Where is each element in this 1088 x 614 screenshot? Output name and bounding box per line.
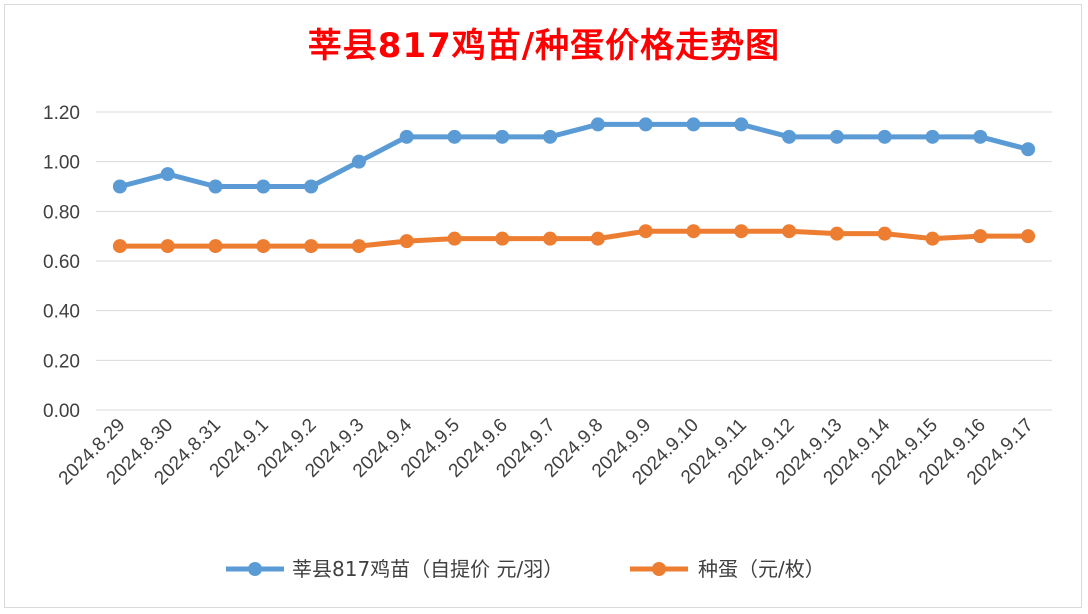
series-line bbox=[117, 121, 1031, 189]
data-point bbox=[304, 239, 319, 254]
legend-item: 种蛋（元/枚） bbox=[630, 557, 825, 581]
legend: 莘县817鸡苗（自提价 元/羽） 种蛋（元/枚） bbox=[226, 557, 825, 581]
data-point bbox=[734, 117, 749, 132]
data-point bbox=[543, 231, 558, 246]
series-group bbox=[112, 224, 1036, 254]
data-point bbox=[447, 231, 462, 246]
series-group bbox=[112, 117, 1036, 194]
data-point bbox=[256, 239, 271, 254]
data-point bbox=[734, 224, 749, 239]
y-tick-label: 0.80 bbox=[43, 202, 80, 223]
x-axis-ticks: 2024.8.292024.8.302024.8.312024.9.12024.… bbox=[55, 414, 1038, 489]
data-point bbox=[495, 231, 510, 246]
data-point bbox=[160, 239, 175, 254]
data-point bbox=[112, 239, 127, 254]
series-lines bbox=[112, 117, 1036, 254]
data-point bbox=[925, 129, 940, 144]
data-point bbox=[638, 224, 653, 239]
y-tick-label: 0.20 bbox=[43, 351, 80, 372]
data-point bbox=[877, 129, 892, 144]
data-point bbox=[399, 234, 414, 249]
series-line bbox=[117, 228, 1031, 249]
chart-area bbox=[4, 4, 1082, 608]
legend-label: 种蛋（元/枚） bbox=[698, 557, 825, 581]
data-point bbox=[1021, 142, 1036, 157]
data-point bbox=[399, 129, 414, 144]
data-point bbox=[351, 239, 366, 254]
data-point bbox=[829, 129, 844, 144]
grid-lines bbox=[96, 111, 1052, 411]
data-point bbox=[686, 117, 701, 132]
data-point bbox=[638, 117, 653, 132]
data-point bbox=[686, 224, 701, 239]
data-point bbox=[925, 231, 940, 246]
y-tick-label: 1.20 bbox=[43, 103, 80, 124]
data-point bbox=[973, 229, 988, 244]
data-point bbox=[447, 129, 462, 144]
y-axis-ticks: 0.00 0.20 0.40 0.60 0.80 1.00 1.20 bbox=[43, 103, 80, 422]
data-point bbox=[208, 239, 223, 254]
legend-label: 莘县817鸡苗（自提价 元/羽） bbox=[292, 557, 563, 581]
data-point bbox=[256, 179, 271, 194]
data-point bbox=[208, 179, 223, 194]
data-point bbox=[590, 231, 605, 246]
legend-swatch-marker bbox=[248, 562, 262, 576]
data-point bbox=[829, 226, 844, 241]
data-point bbox=[543, 129, 558, 144]
data-point bbox=[782, 129, 797, 144]
legend-item: 莘县817鸡苗（自提价 元/羽） bbox=[226, 557, 563, 581]
data-point bbox=[782, 224, 797, 239]
data-point bbox=[973, 129, 988, 144]
data-point bbox=[160, 167, 175, 182]
data-point bbox=[495, 129, 510, 144]
y-tick-label: 0.60 bbox=[43, 252, 80, 273]
data-point bbox=[877, 226, 892, 241]
y-tick-label: 0.00 bbox=[43, 401, 80, 422]
data-point bbox=[351, 154, 366, 169]
legend-swatch-marker bbox=[652, 562, 666, 576]
y-tick-label: 0.40 bbox=[43, 302, 80, 323]
data-point bbox=[1021, 229, 1036, 244]
y-tick-label: 1.00 bbox=[43, 153, 80, 174]
chart-title: 莘县817鸡苗/种蛋价格走势图 bbox=[307, 26, 781, 66]
data-point bbox=[304, 179, 319, 194]
data-point bbox=[590, 117, 605, 132]
data-point bbox=[112, 179, 127, 194]
